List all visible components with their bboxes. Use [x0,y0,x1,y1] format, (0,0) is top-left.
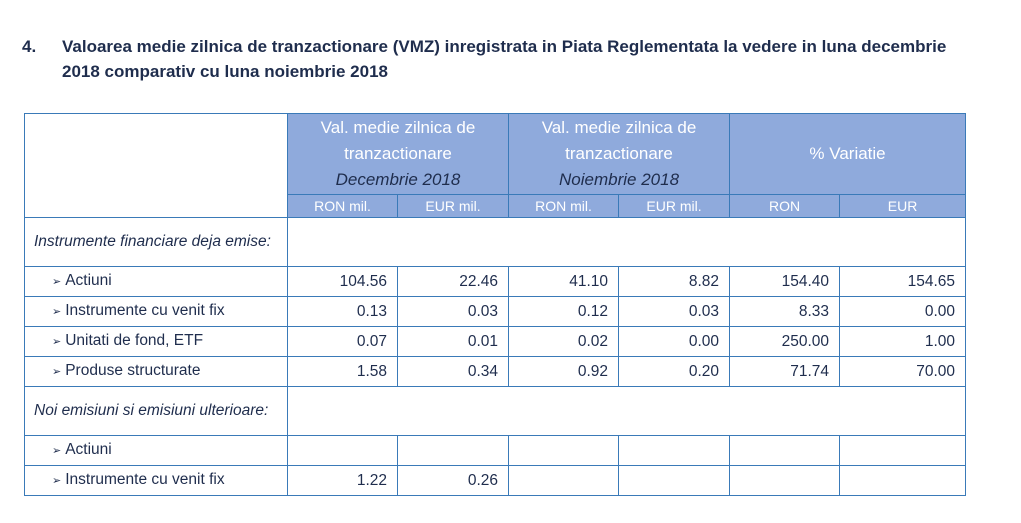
value-cell: 154.40 [729,266,841,297]
subheader-cell: EUR [839,194,967,218]
vmz-table: Val. medie zilnica de tranzactionare Dec… [24,113,967,496]
arrow-bullet-icon: ➢ [52,306,62,318]
row-label: Actiuni [65,272,112,289]
heading-text: Valoarea medie zilnica de tranzactionare… [62,37,947,81]
header-row: Val. medie zilnica de tranzactionare Dec… [24,113,967,218]
value-cell: 0.13 [287,296,398,327]
arrow-bullet-icon: ➢ [52,366,62,378]
value-cell [508,435,620,466]
value-cell: 154.65 [839,266,967,297]
value-cell: 0.00 [618,326,731,357]
row-label-cell: ➢ Actiuni [24,435,288,466]
table-row: ➢ Unitati de fond, ETF 0.07 0.01 0.02 0.0… [24,326,967,357]
value-cell: 41.10 [508,266,620,297]
subheader-cell: RON mil. [508,194,620,218]
value-cell: 0.02 [508,326,620,357]
value-cell [618,435,731,466]
arrow-bullet-icon: ➢ [52,445,62,457]
row-label-cell: ➢ Actiuni [24,266,288,297]
value-cell [396,435,510,466]
row-label: Produse structurate [65,362,201,379]
table-row: ➢ Produse structurate 1.58 0.34 0.92 0.20… [24,356,967,387]
value-cell: 8.82 [618,266,731,297]
table-row: ➢ Instrumente cu venit fix 0.13 0.03 0.12… [24,296,967,327]
value-cell: 0.20 [618,356,731,387]
subheader-cell: EUR mil. [618,194,731,218]
table-row: ➢ Actiuni 104.56 22.46 41.10 8.82 154.40 … [24,266,967,297]
header-variatie-title: % Variatie [809,144,886,163]
value-cell: 0.92 [508,356,620,387]
header-november-title: Val. medie zilnica de tranzactionare [541,118,697,163]
value-cell: 0.03 [618,296,731,327]
row-label-cell: ➢ Unitati de fond, ETF [24,326,288,357]
header-december: Val. medie zilnica de tranzactionare Dec… [286,113,510,195]
section-label: Noi emisiuni si emisiuni ulterioare: [24,386,288,436]
value-cell: 250.00 [729,326,841,357]
arrow-bullet-icon: ➢ [52,276,62,288]
value-cell: 8.33 [729,296,841,327]
header-november: Val. medie zilnica de tranzactionare Noi… [508,113,731,195]
header-variatie: % Variatie [729,113,967,195]
value-cell [729,465,841,496]
value-cell [839,465,967,496]
arrow-bullet-icon: ➢ [52,475,62,487]
value-cell [287,435,398,466]
subheader-cell: RON mil. [287,194,398,218]
value-cell [618,465,731,496]
subheader-cell: RON [729,194,841,218]
row-label: Actiuni [65,441,112,458]
section-heading: 4. Valoarea medie zilnica de tranzaction… [22,34,982,84]
value-cell: 22.46 [396,266,510,297]
row-label-cell: ➢ Instrumente cu venit fix [24,296,288,327]
heading-number: 4. [22,37,37,56]
value-cell: 0.12 [508,296,620,327]
arrow-bullet-icon: ➢ [52,336,62,348]
value-cell [729,435,841,466]
value-cell: 1.22 [287,465,398,496]
value-cell [508,465,620,496]
subheader-row: RON mil. EUR mil. RON mil. EUR mil. RON … [25,194,967,218]
row-label: Instrumente cu venit fix [65,471,225,488]
header-december-month: Decembrie 2018 [335,170,461,189]
row-label-cell: ➢ Instrumente cu venit fix [24,465,288,496]
value-cell: 0.00 [839,296,967,327]
value-cell: 1.00 [839,326,967,357]
section-label: Instrumente financiare deja emise: [24,217,288,267]
subheader-cell: EUR mil. [396,194,510,218]
row-label: Instrumente cu venit fix [65,302,225,319]
value-cell: 0.01 [396,326,510,357]
header-corner [24,113,288,218]
value-cell: 70.00 [839,356,967,387]
value-cell: 1.58 [287,356,398,387]
section-row: Noi emisiuni si emisiuni ulterioare: [24,386,967,436]
value-cell: 0.26 [396,465,510,496]
header-november-month: Noiembrie 2018 [559,170,680,189]
header-december-title: Val. medie zilnica de tranzactionare [320,118,476,163]
section-blank [286,217,967,267]
value-cell: 0.34 [396,356,510,387]
table-row: ➢ Actiuni [24,435,967,466]
value-cell: 71.74 [729,356,841,387]
value-cell: 104.56 [287,266,398,297]
row-label-cell: ➢ Produse structurate [24,356,288,387]
value-cell [839,435,967,466]
section-row: Instrumente financiare deja emise: [24,217,967,267]
table-row: ➢ Instrumente cu venit fix 1.22 0.26 [24,465,967,496]
value-cell: 0.03 [396,296,510,327]
row-label: Unitati de fond, ETF [65,332,204,349]
section-blank [286,386,967,436]
value-cell: 0.07 [287,326,398,357]
